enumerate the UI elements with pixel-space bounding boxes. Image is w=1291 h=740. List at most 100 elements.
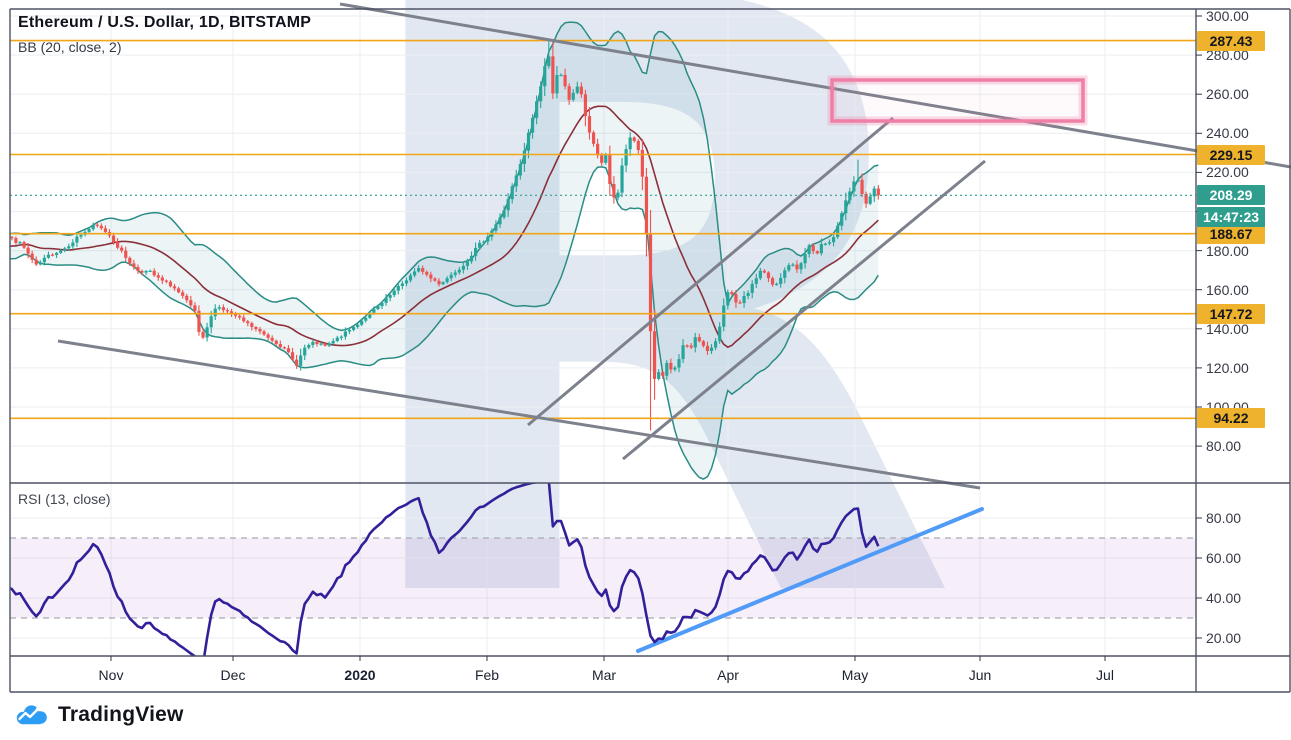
candle-body <box>498 217 502 225</box>
candle-body <box>840 213 844 226</box>
supply-zone-rectangle[interactable] <box>830 78 1085 123</box>
candle-body <box>246 321 250 324</box>
candle-body <box>502 210 506 218</box>
candle-body <box>539 86 543 102</box>
descending-support-line[interactable] <box>57 339 981 490</box>
candle-body <box>563 74 567 87</box>
candle-body <box>380 302 384 307</box>
candle-body <box>103 228 107 233</box>
candle-body <box>775 283 779 286</box>
rsi-tick-label: 40.00 <box>1206 590 1242 606</box>
candle-body <box>530 117 535 133</box>
candle-body <box>482 241 486 243</box>
time-axis-label: 2020 <box>344 667 376 683</box>
candle-body <box>555 75 559 94</box>
candle-body <box>571 92 575 100</box>
candle-body <box>99 225 103 229</box>
price-level-label: 147.72 <box>1197 303 1265 324</box>
time-axis-label: Mar <box>591 667 617 683</box>
candle-body <box>254 326 258 330</box>
candle-body <box>701 341 705 346</box>
candle-body <box>445 278 449 283</box>
candlesticks <box>10 39 880 431</box>
time-axis-label: Jul <box>1096 667 1114 683</box>
candle-body <box>441 282 445 285</box>
candle-body <box>657 372 661 379</box>
candle-body <box>469 255 474 262</box>
candle-body <box>693 337 697 348</box>
candle-body <box>87 229 91 232</box>
candle-body <box>274 340 278 344</box>
candle-body <box>197 310 201 332</box>
candle-body <box>42 257 46 263</box>
candle-body <box>636 140 640 151</box>
candle-body <box>429 274 433 279</box>
candle-body <box>506 199 510 211</box>
candle-body <box>327 343 331 346</box>
candle-body <box>193 305 197 311</box>
ascending-channel-upper-line[interactable] <box>527 116 894 427</box>
tradingview-logo-icon[interactable] <box>14 702 50 728</box>
price-tick-label: 80.00 <box>1206 438 1242 455</box>
candle-body <box>596 143 600 156</box>
candle-body <box>514 175 518 187</box>
candle-body <box>433 278 437 281</box>
candle-body <box>396 286 400 291</box>
candle-body <box>181 292 185 296</box>
candle-body <box>604 154 608 163</box>
candle-body <box>567 86 571 100</box>
candle-body <box>421 268 425 272</box>
candle-body <box>14 238 18 243</box>
candle-body <box>270 337 274 341</box>
time-axis-label: Feb <box>474 667 500 683</box>
candle-body <box>591 132 596 144</box>
candle-body <box>343 331 348 337</box>
rsi-ascending-trendline[interactable] <box>636 507 984 653</box>
rsi-tick-label: 80.00 <box>1206 510 1242 526</box>
symbol-title[interactable]: Ethereum / U.S. Dollar, 1D, BITSTAMP <box>18 14 312 31</box>
candle-body <box>518 163 522 176</box>
candle-body <box>412 271 417 276</box>
candle-body <box>331 341 335 344</box>
candle-body <box>50 254 55 256</box>
candle-body <box>67 246 71 249</box>
candle-body <box>425 271 429 275</box>
candle-body <box>742 296 746 304</box>
price-tick-label: 300.00 <box>1206 8 1249 24</box>
candle-body <box>453 272 457 275</box>
candle-body <box>457 269 461 273</box>
candle-body <box>315 341 319 345</box>
candle-body <box>347 329 352 332</box>
candle-body <box>522 150 527 164</box>
rsi-indicator-label[interactable]: RSI (13, close) <box>18 491 111 507</box>
candle-body <box>486 236 490 242</box>
rsi-plot <box>10 483 880 656</box>
candle-body <box>449 274 453 279</box>
candle-body <box>392 290 396 296</box>
descending-resistance-line[interactable] <box>339 2 1291 169</box>
candle-body <box>168 281 173 287</box>
candle-body <box>91 224 95 230</box>
bb-indicator-label[interactable]: BB (20, close, 2) <box>18 39 122 55</box>
ascending-channel-lower-line[interactable] <box>622 159 986 461</box>
candle-body <box>779 277 783 284</box>
candle-body <box>189 300 193 306</box>
rsi-line <box>10 483 880 656</box>
chart-legend: Ethereum / U.S. Dollar, 1D, BITSTAMP BB … <box>18 14 311 55</box>
candle-body <box>750 283 754 293</box>
candle-body <box>59 250 63 253</box>
candle-body <box>18 242 22 244</box>
candle-body <box>46 254 51 258</box>
tradingview-brand-text[interactable]: TradingView <box>58 703 184 726</box>
bar-countdown-label: 14:47:23 <box>1197 207 1265 228</box>
candle-body <box>360 320 364 325</box>
candle-body <box>217 307 221 309</box>
candle-body <box>213 308 217 317</box>
candle-body <box>376 306 380 310</box>
candle-body <box>152 270 156 276</box>
bb-fill <box>10 22 879 479</box>
cloud-icon <box>16 705 47 725</box>
